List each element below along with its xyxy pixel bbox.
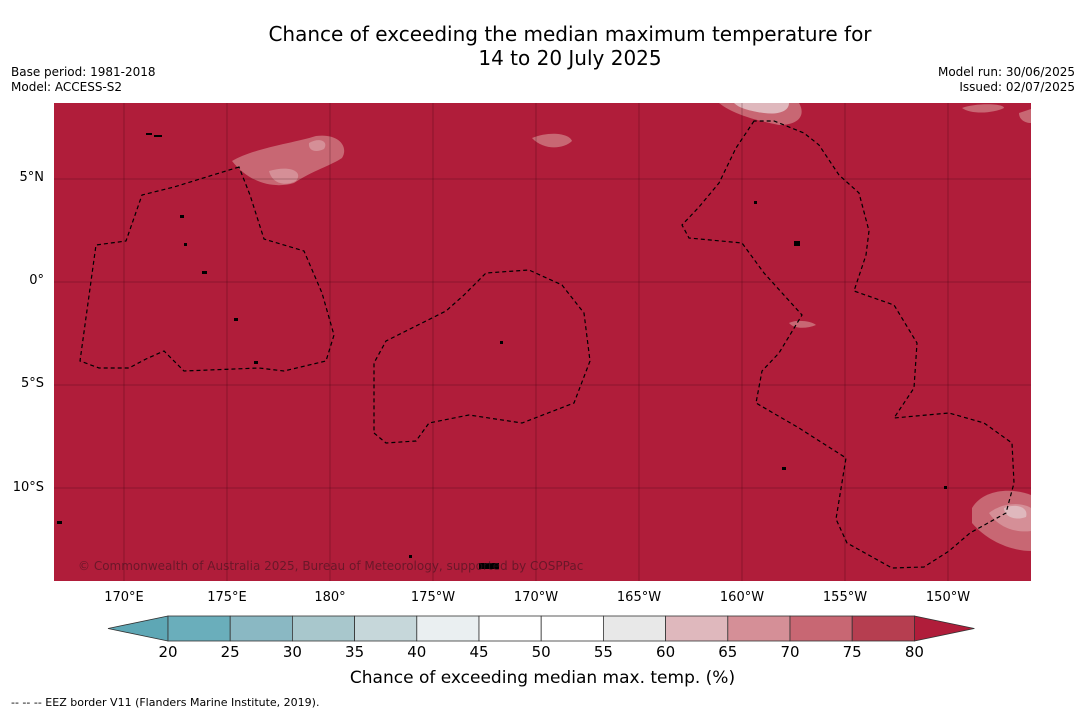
lon-label-160w: 160°W [719,590,765,605]
model-name: Model: ACCESS-S2 [11,80,123,94]
cb-tick: 50 [531,643,551,661]
anomaly-patches [232,103,1031,551]
cb-tick: 65 [718,643,738,661]
model-run: Model run: 30/06/2025 [937,65,1075,79]
lon-label-170w: 170°W [513,590,559,605]
lon-label-150w: 150°W [925,590,971,605]
colorbar [107,615,975,642]
cb-tick: 55 [593,643,613,661]
cb-tick: 70 [780,643,800,661]
cb-tick: 40 [407,643,427,661]
colorbar-label: Chance of exceeding median max. temp. (%… [349,668,736,688]
lon-label-175w: 175°W [410,590,456,605]
meta-right: Model run: 30/06/2025 Issued: 02/07/2025 [938,65,1075,95]
colorbar-extend-high [914,615,975,642]
title-line-2: 14 to 20 July 2025 [478,46,662,70]
colorbar-cell [167,615,231,642]
colorbar-cell [354,615,418,642]
colorbar-cell [851,615,915,642]
colorbar-cell [229,615,293,642]
lat-label-5s: 5°S [20,376,44,391]
cb-tick: 80 [904,643,924,661]
islands [57,133,947,569]
colorbar-cell [540,615,604,642]
lat-label-10s: 10°S [12,480,44,495]
cb-tick: 60 [656,643,676,661]
cb-tick: 30 [282,643,302,661]
lat-label-5n: 5°N [19,170,45,185]
lon-label-165w: 165°W [616,590,662,605]
title-line-1: Chance of exceeding the median maximum t… [268,22,872,46]
colorbar-cell [789,615,853,642]
cb-tick: 75 [842,643,862,661]
copyright-text: © Commonwealth of Australia 2025, Bureau… [78,559,584,573]
issued-date: Issued: 02/07/2025 [959,80,1075,94]
map [54,103,1031,581]
base-period: Base period: 1981-2018 [11,65,156,79]
lon-label-180: 180° [314,590,346,605]
colorbar-cell [665,615,729,642]
colorbar-extend-low [107,615,169,642]
map-background [54,103,1031,581]
colorbar-cell [602,615,666,642]
gridlines [54,103,1031,581]
colorbar-cell [291,615,355,642]
lon-label-170e: 170°E [104,590,144,605]
colorbar-cell [416,615,480,642]
lat-label-0: 0° [29,273,44,288]
cb-tick: 35 [345,643,365,661]
eez-borders [79,120,1015,569]
meta-left: Base period: 1981-2018 Model: ACCESS-S2 [11,65,156,95]
colorbar-cell [478,615,542,642]
cb-tick: 20 [158,643,178,661]
lon-label-155w: 155°W [822,590,868,605]
colorbar-cell [727,615,791,642]
cb-tick: 45 [469,643,489,661]
cb-tick: 25 [220,643,240,661]
eez-footnote: -- -- -- EEZ border V11 (Flanders Marine… [11,696,320,709]
chart-title: Chance of exceeding the median maximum t… [0,22,1085,70]
lon-label-175e: 175°E [207,590,247,605]
colorbar-cells [107,615,975,642]
